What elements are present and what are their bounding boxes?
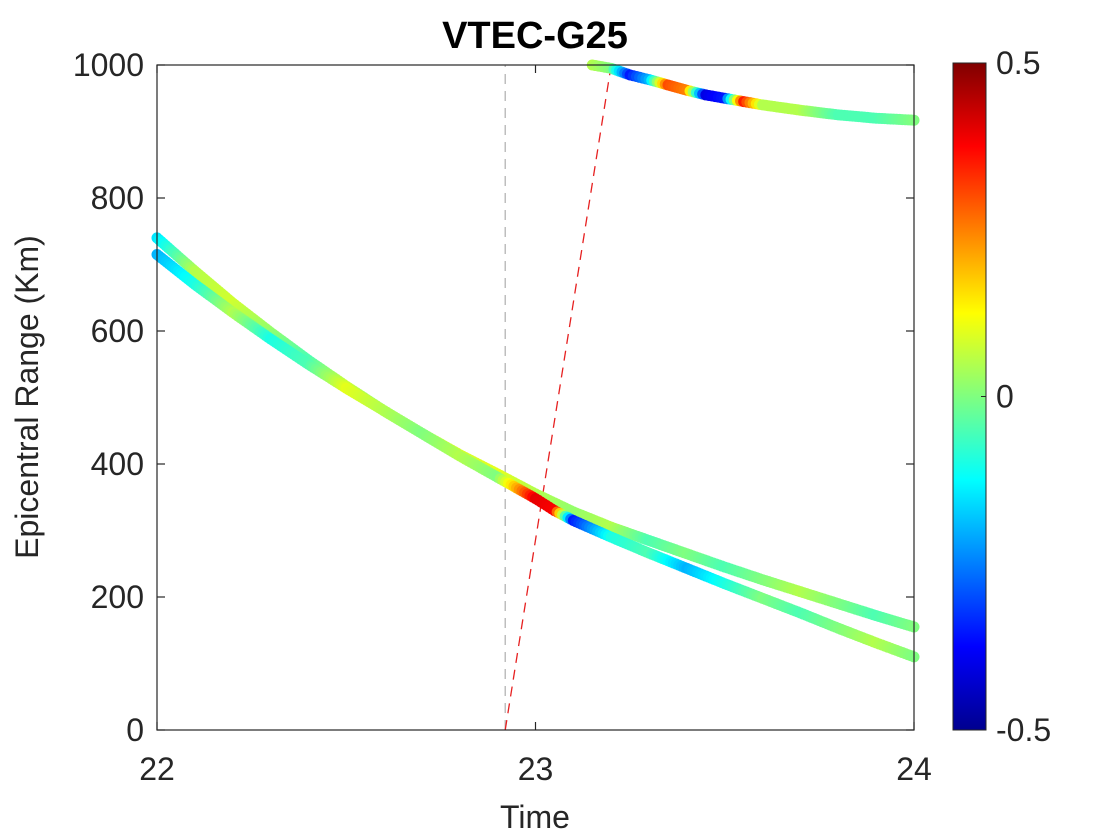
x-axis-label: Time: [500, 799, 570, 835]
colorbar-gradient: [952, 62, 987, 731]
y-tick-label: 1000: [73, 47, 144, 83]
x-axis-ticks: 22 23 24: [139, 65, 932, 787]
y-tick-label: 400: [91, 446, 144, 482]
y-tick-label: 600: [91, 313, 144, 349]
x-tick-label: 22: [139, 751, 175, 787]
colorbar-tick-label: 0.5: [996, 45, 1040, 81]
y-axis-label: Epicentral Range (Km): [9, 235, 45, 559]
x-tick-label: 24: [896, 751, 932, 787]
y-tick-label: 0: [126, 712, 144, 748]
data-points: [151, 59, 920, 663]
y-tick-label: 200: [91, 579, 144, 615]
plot-area: 22 23 24 0 200 400 600 800 1000: [73, 47, 932, 787]
y-tick-label: 800: [91, 180, 144, 216]
colorbar: -0.5 0 0.5: [952, 45, 1051, 748]
colorbar-ticks: -0.5 0 0.5: [981, 45, 1051, 748]
colorbar-tick-label: 0: [996, 379, 1014, 415]
y-axis-ticks: 0 200 400 600 800 1000: [73, 47, 914, 748]
x-tick-label: 23: [518, 751, 554, 787]
reference-lines: [504, 64, 612, 731]
reference-line: [504, 64, 612, 731]
plot-background: [157, 65, 914, 730]
chart-title: VTEC-G25: [442, 15, 628, 57]
colorbar-tick-label: -0.5: [996, 712, 1051, 748]
